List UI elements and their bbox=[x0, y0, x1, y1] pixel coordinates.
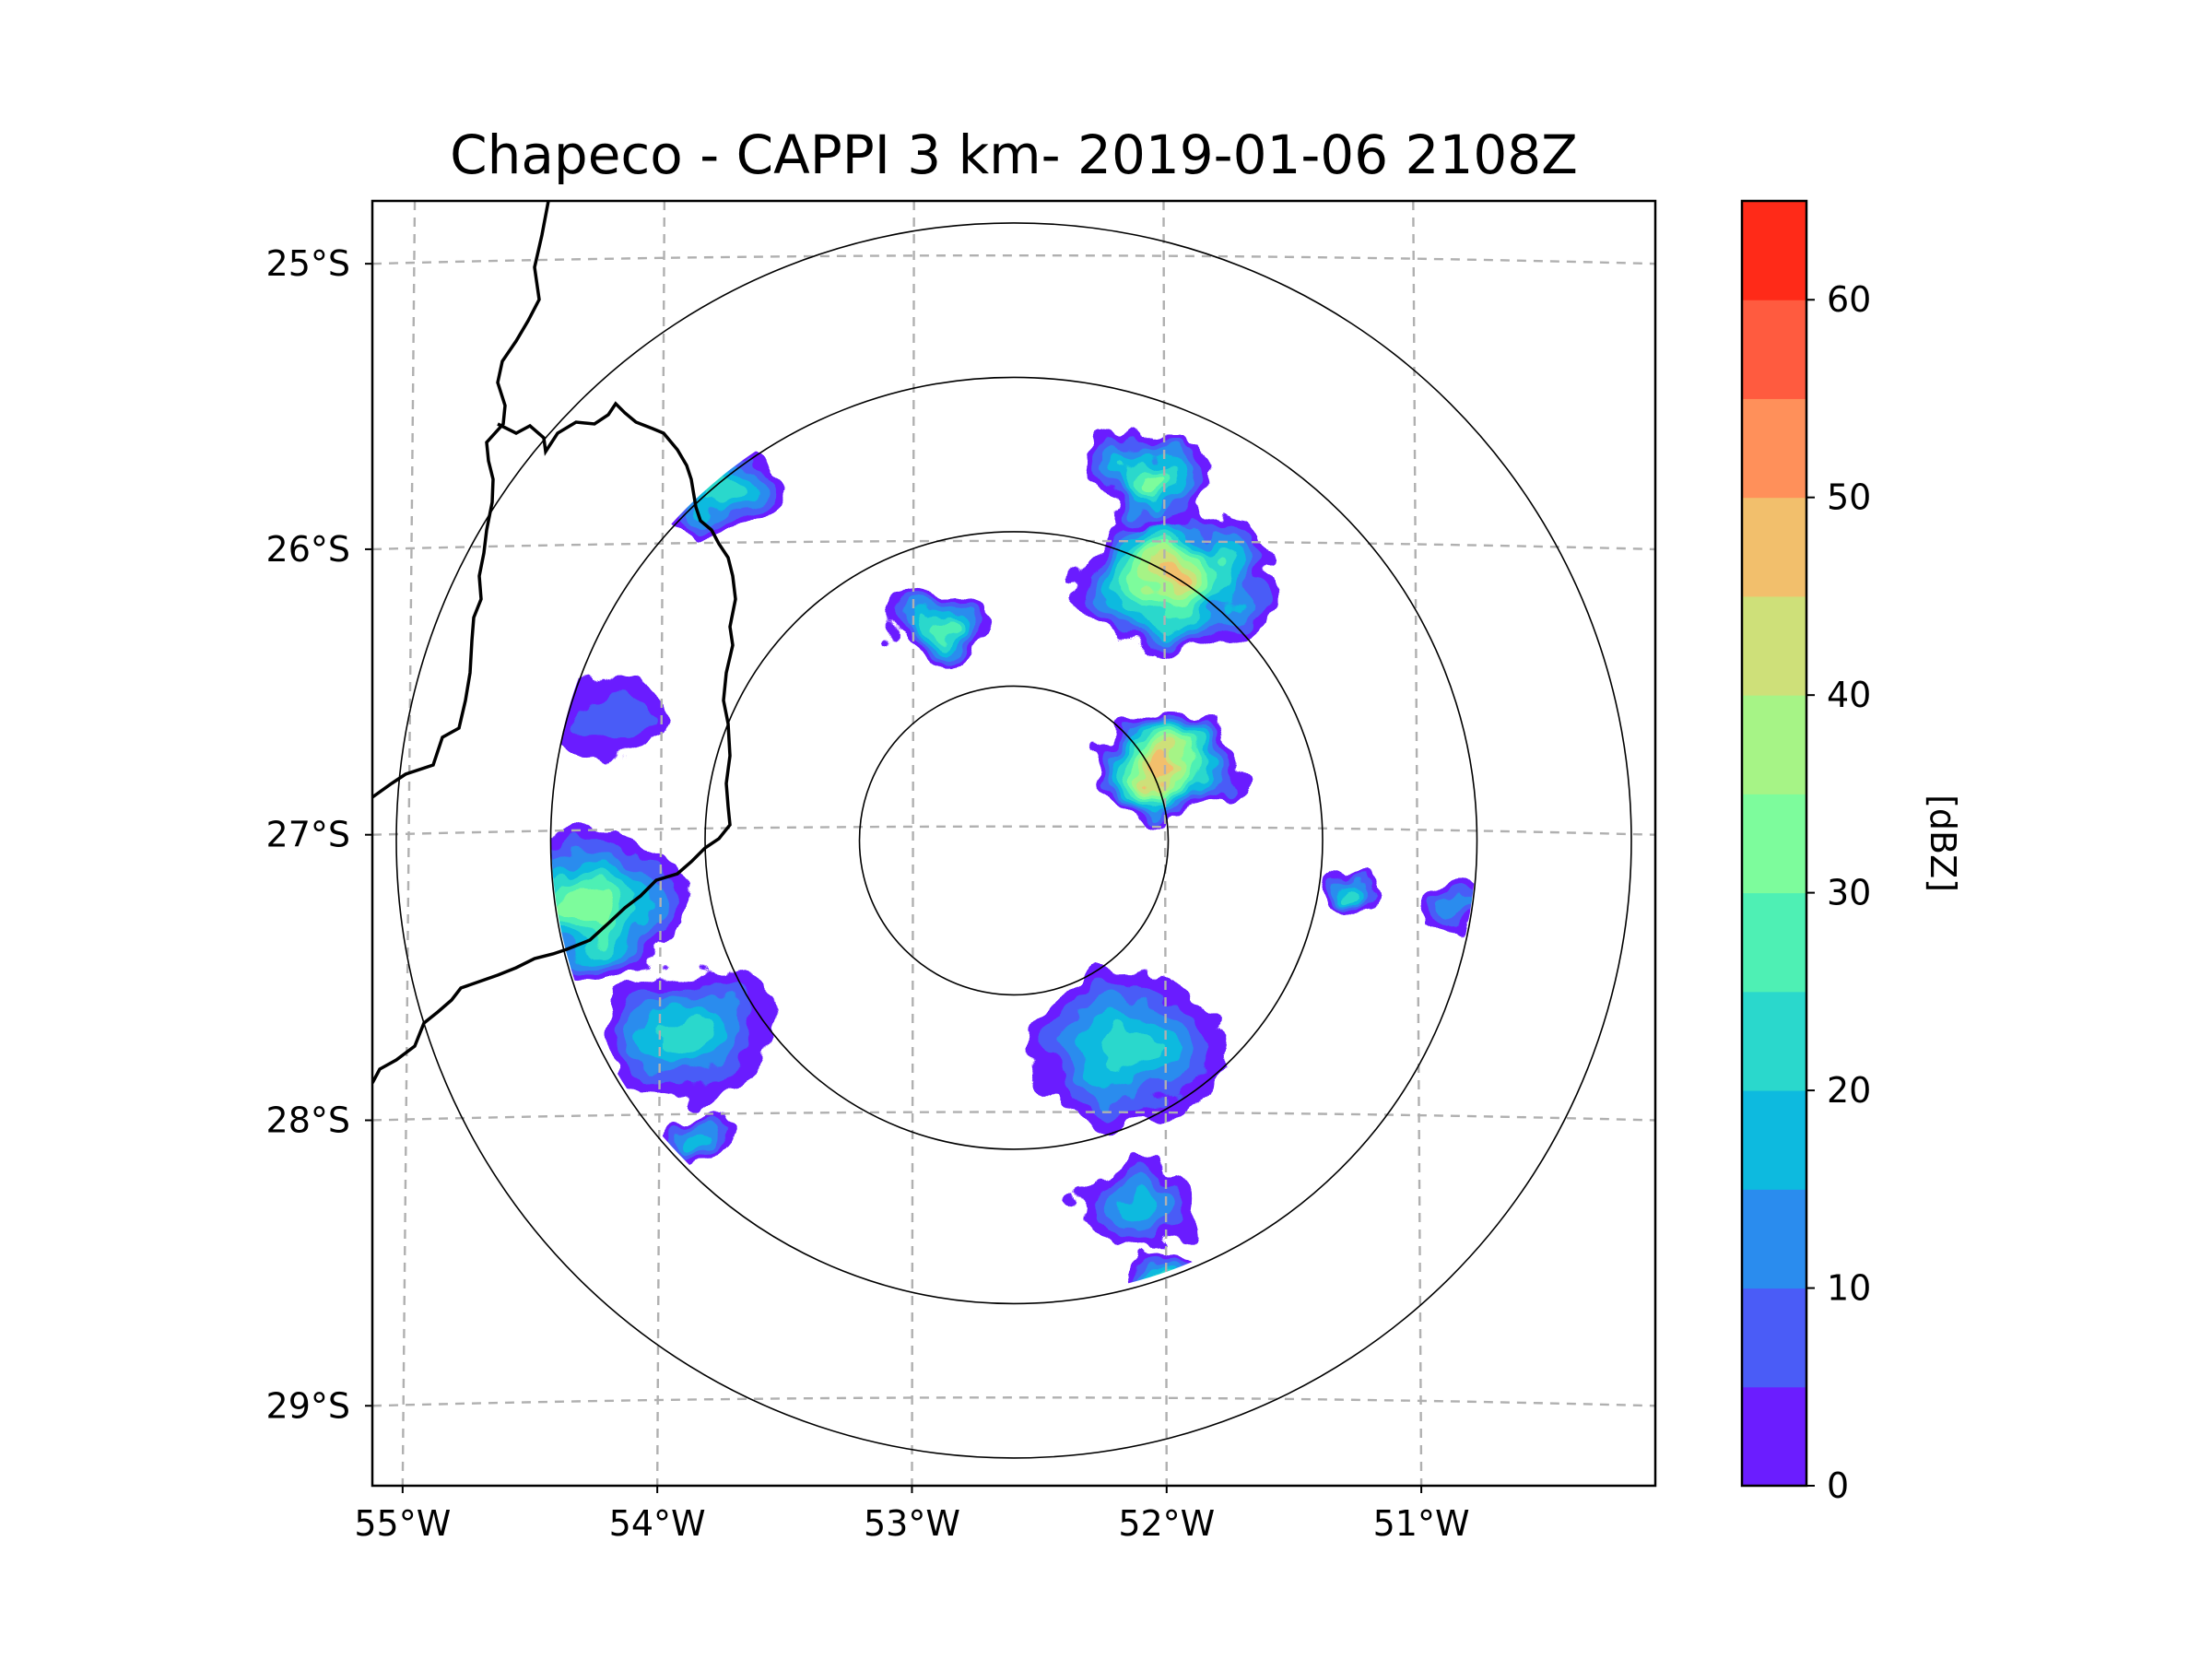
map-frame bbox=[371, 199, 1657, 1488]
grid-line-lat bbox=[372, 539, 1655, 551]
colorbar: 0 10 20 30 40 50 60 [dBZ] bbox=[1740, 199, 1963, 1506]
grid-line-lon bbox=[655, 201, 666, 1486]
echo-cell bbox=[568, 890, 611, 923]
range-ring bbox=[549, 376, 1478, 1305]
range-ring bbox=[858, 685, 1170, 996]
grid-line-lat bbox=[372, 1111, 1655, 1122]
colorbar-band bbox=[1742, 794, 1806, 894]
colorbar-band bbox=[1742, 300, 1806, 399]
lat-tick-label: 27°S bbox=[266, 815, 350, 855]
grid-line-lon bbox=[401, 201, 417, 1486]
colorbar-tick-label: 50 bbox=[1827, 477, 1871, 518]
colorbar-band bbox=[1742, 1189, 1806, 1289]
echo-cell bbox=[1118, 1191, 1159, 1221]
echo-cell bbox=[1152, 755, 1175, 771]
colorbar-tick-label: 30 bbox=[1827, 873, 1871, 913]
longitude-ticks: 55°W 54°W 53°W 52°W 51°W bbox=[354, 1486, 1470, 1544]
chart-title: Chapeco - CAPPI 3 km- 2019-01-06 2108Z bbox=[450, 124, 1578, 186]
echo-cell bbox=[665, 1016, 714, 1053]
echo-cell bbox=[926, 611, 952, 630]
range-ring bbox=[704, 531, 1324, 1150]
range-ring bbox=[395, 222, 1632, 1459]
colorbar-band bbox=[1742, 398, 1806, 499]
range-rings bbox=[395, 222, 1632, 1459]
colorbar-tick-label: 0 bbox=[1827, 1465, 1849, 1506]
grid-line-lat bbox=[372, 253, 1655, 265]
colorbar-tick-label: 60 bbox=[1827, 279, 1871, 320]
lat-tick-label: 29°S bbox=[266, 1385, 350, 1426]
lon-tick-label: 54°W bbox=[609, 1503, 706, 1544]
lon-tick-label: 53°W bbox=[864, 1503, 960, 1544]
colorbar-tick-label: 10 bbox=[1827, 1268, 1871, 1309]
echo-cell bbox=[1342, 879, 1359, 893]
lat-tick-label: 25°S bbox=[266, 243, 350, 284]
echo-cell bbox=[1435, 894, 1466, 918]
colorbar-frame bbox=[1740, 199, 1808, 1488]
colorbar-tick-label: 20 bbox=[1827, 1070, 1871, 1111]
lon-tick-label: 55°W bbox=[354, 1503, 451, 1544]
grid-line-lon bbox=[1412, 201, 1423, 1486]
boundary-line-argentina-brazil bbox=[372, 201, 550, 799]
colorbar-band bbox=[1742, 1090, 1806, 1190]
lon-tick-label: 51°W bbox=[1373, 1503, 1470, 1544]
latitude-ticks: 25°S 26°S 27°S 28°S 29°S bbox=[266, 243, 372, 1426]
colorbar-band bbox=[1742, 892, 1806, 993]
grid-line-lat bbox=[372, 1396, 1655, 1407]
colorbar-ticks: 0 10 20 30 40 50 60 bbox=[1806, 279, 1871, 1506]
colorbar-band bbox=[1742, 595, 1806, 696]
echo-cell bbox=[1137, 467, 1165, 488]
colorbar-band bbox=[1742, 1288, 1806, 1388]
colorbar-bands bbox=[1742, 201, 1806, 1487]
colorbar-label: [dBZ] bbox=[1923, 794, 1963, 892]
echo-cell bbox=[1097, 1028, 1156, 1071]
lat-tick-label: 26°S bbox=[266, 529, 350, 570]
grid-line-lon bbox=[911, 201, 915, 1486]
colorbar-band bbox=[1742, 991, 1806, 1091]
lon-tick-label: 52°W bbox=[1118, 1503, 1215, 1544]
reflectivity-echoes bbox=[551, 430, 1477, 1298]
lat-tick-label: 28°S bbox=[266, 1100, 350, 1140]
echo-cell bbox=[689, 1125, 714, 1144]
graticule-grid bbox=[372, 201, 1655, 1486]
echo-cell bbox=[579, 694, 651, 747]
boundary-line-misiones bbox=[372, 401, 737, 1084]
grid-line-lat bbox=[372, 825, 1655, 836]
colorbar-band bbox=[1742, 497, 1806, 597]
state-boundaries bbox=[372, 201, 737, 1084]
colorbar-tick-label: 40 bbox=[1827, 675, 1871, 715]
colorbar-band bbox=[1742, 1386, 1806, 1487]
echo-cell bbox=[710, 479, 744, 505]
colorbar-band bbox=[1742, 201, 1806, 300]
grid-line-lon bbox=[1162, 201, 1168, 1486]
colorbar-band bbox=[1742, 695, 1806, 794]
map-plot-area bbox=[372, 201, 1655, 1486]
